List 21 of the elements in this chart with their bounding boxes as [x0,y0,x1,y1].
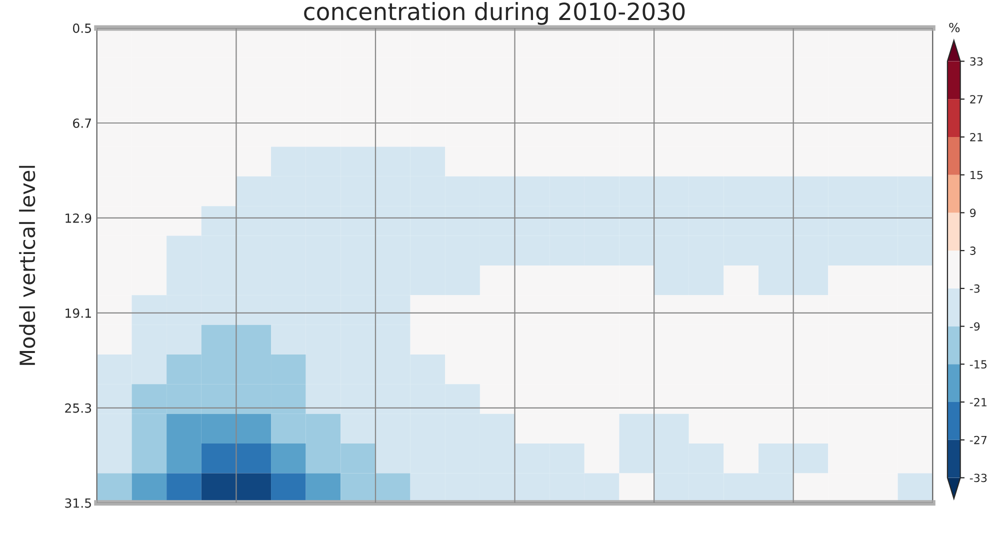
y-tick-label: 12.9 [66,213,92,223]
color-bar-title: % [949,22,960,32]
y-tick-label: 31.5 [65,498,91,508]
color-bar-label: 33 [970,57,983,66]
color-bar-label: 15 [970,170,983,180]
chart-title: concentration during 2010-2030 [304,2,685,25]
y-axis-title: Model vertical level [19,166,36,365]
color-bar-label: -3 [970,284,980,293]
color-bar-label: -15 [970,360,987,369]
color-bar-label: 3 [970,246,976,255]
y-tick-label: 0.5 [73,24,91,33]
color-bar-label: -9 [970,322,980,331]
color-bar-label: -27 [970,436,987,444]
color-bar-label: 9 [970,208,976,218]
color-bar-label: -21 [970,398,986,406]
y-tick-label: 6.7 [73,118,91,128]
y-tick-label: 25.3 [65,403,92,413]
y-tick-label: 19.1 [66,308,91,318]
color-bar-label: 21 [970,132,982,142]
color-bar-label: 27 [970,95,983,104]
color-bar-label: -33 [970,474,987,482]
